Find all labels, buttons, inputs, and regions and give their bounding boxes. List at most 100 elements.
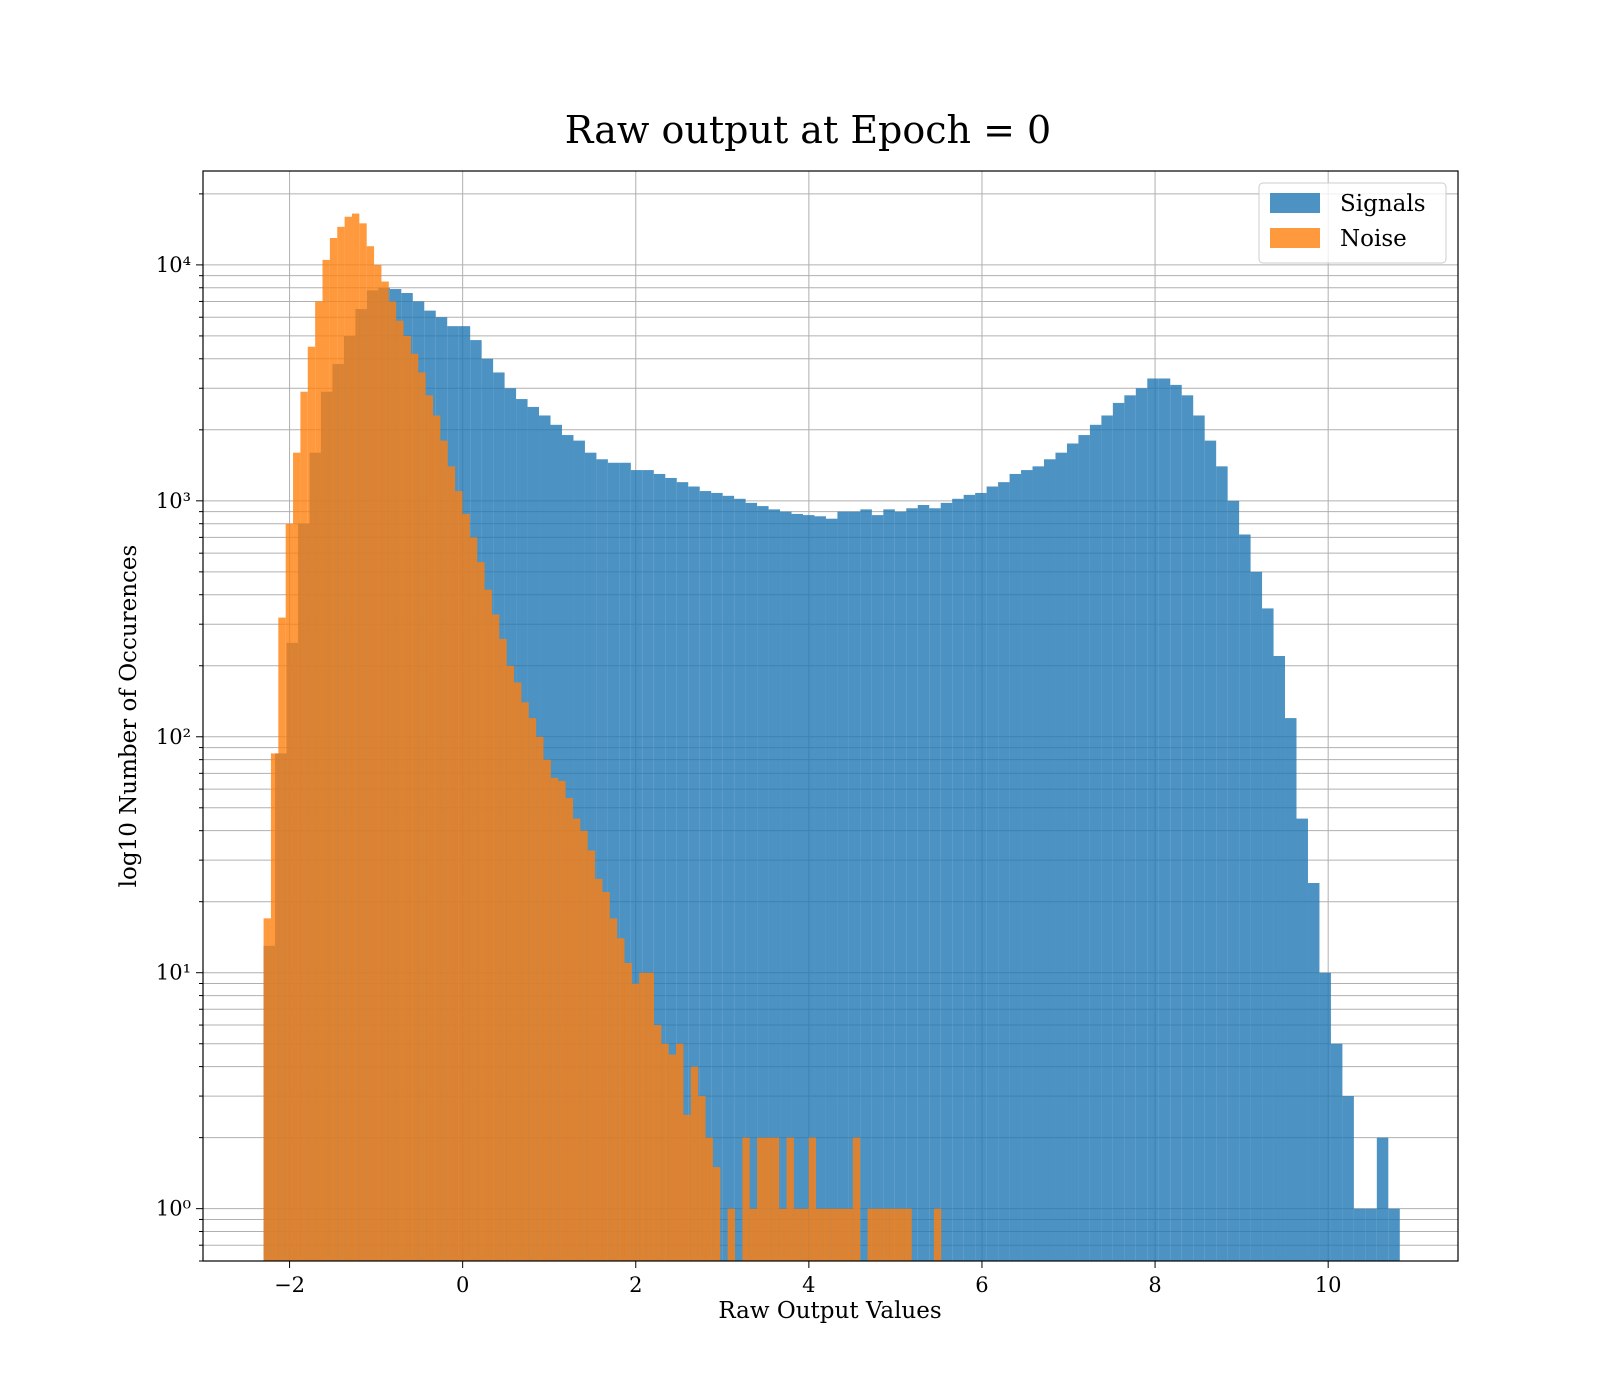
signals-bar: [1239, 534, 1251, 1261]
noise-bar: [462, 513, 470, 1261]
signals-bar: [1365, 1208, 1377, 1261]
x-tick-label: 10: [1315, 1273, 1342, 1297]
noise-bar: [359, 223, 367, 1261]
signals-bar: [1044, 459, 1056, 1261]
noise-bar: [440, 440, 448, 1261]
signals-bar: [940, 502, 953, 1261]
noise-bar: [477, 562, 485, 1261]
noise-bar: [757, 1137, 765, 1261]
noise-bar: [771, 1137, 780, 1261]
noise-bar: [617, 938, 625, 1261]
signals-bar: [1262, 608, 1274, 1261]
noise-bar: [285, 523, 294, 1261]
noise-bar: [514, 682, 522, 1261]
noise-bar: [580, 830, 588, 1261]
noise-bar: [602, 891, 610, 1261]
noise-bar: [550, 777, 559, 1261]
signals-bar: [1021, 470, 1033, 1262]
noise-bar: [300, 391, 308, 1261]
noise-bar: [263, 918, 271, 1261]
x-axis-ticks: −2 0 2 4 6 8 10: [274, 1261, 1342, 1297]
noise-bar: [683, 1114, 691, 1261]
noise-bar: [690, 1066, 699, 1261]
noise-bar: [499, 638, 507, 1261]
signals-bar: [1181, 395, 1194, 1261]
signals-bar: [1319, 972, 1331, 1261]
noise-bar: [727, 1208, 735, 1261]
signals-bar: [711, 492, 723, 1261]
noise-bar: [595, 878, 603, 1261]
noise-bar: [808, 1137, 817, 1261]
noise-bar: [572, 818, 581, 1261]
noise-bar: [403, 335, 411, 1262]
x-tick-label: 4: [802, 1273, 815, 1297]
y-axis-ticks: 10⁰ 10¹ 10² 10³ 10⁴: [156, 193, 203, 1262]
signals-bar: [722, 495, 735, 1262]
noise-bar: [874, 1208, 883, 1261]
noise-bar: [322, 259, 330, 1262]
noise-bar: [779, 1208, 787, 1261]
noise-bar: [845, 1208, 853, 1261]
noise-bar: [646, 972, 654, 1261]
x-tick-label: −2: [274, 1273, 305, 1297]
noise-bar: [565, 798, 573, 1261]
signals-bar: [860, 509, 872, 1261]
signals-bar: [1101, 415, 1113, 1261]
legend-swatch-noise: [1270, 228, 1320, 248]
noise-bar: [852, 1137, 861, 1261]
signals-bar: [630, 470, 643, 1262]
signals-bar: [917, 505, 930, 1262]
noise-bar: [388, 301, 397, 1262]
noise-bar: [270, 753, 279, 1261]
noise-bar: [882, 1208, 890, 1261]
signals-bar: [1376, 1137, 1389, 1261]
signals-bar: [1032, 466, 1045, 1261]
signals-bar: [1216, 466, 1228, 1261]
noise-bar: [491, 614, 500, 1261]
noise-bar: [698, 1096, 706, 1261]
signals-bar: [1124, 395, 1136, 1261]
noise-bar: [293, 452, 301, 1261]
signals-bar: [883, 509, 895, 1261]
signals-bar: [1147, 378, 1159, 1261]
noise-bar: [558, 780, 566, 1261]
noise-bar: [676, 1043, 684, 1261]
signals-bar: [676, 482, 689, 1261]
noise-series: [263, 213, 942, 1262]
noise-bar: [366, 246, 375, 1261]
signals-bar: [837, 511, 849, 1261]
signals-bar: [1170, 384, 1182, 1261]
signals-bar: [894, 511, 907, 1261]
y-axis-label: log10 Number of Occurences: [116, 545, 142, 888]
signals-bar: [734, 498, 746, 1261]
noise-bar: [749, 1208, 758, 1261]
signals-bar: [757, 506, 769, 1261]
noise-bar: [418, 372, 426, 1261]
signals-bar: [607, 462, 620, 1262]
noise-bar: [469, 537, 478, 1261]
noise-bar: [396, 320, 404, 1261]
signals-bar: [1089, 424, 1102, 1261]
signals-bar: [1342, 1096, 1354, 1261]
signals-bar: [1227, 500, 1240, 1261]
noise-bar: [432, 415, 441, 1261]
legend-swatch-signals: [1270, 193, 1320, 213]
signals-bar: [1273, 655, 1286, 1261]
noise-bar: [624, 962, 632, 1261]
y-tick-label: 10²: [156, 725, 191, 749]
noise-bar: [816, 1208, 824, 1261]
noise-bar: [587, 850, 596, 1261]
chart-title: Raw output at Epoch = 0: [565, 108, 1051, 152]
signals-bar: [1250, 571, 1263, 1261]
legend: Signals Noise: [1258, 182, 1447, 264]
noise-bar: [631, 983, 640, 1261]
noise-bar: [536, 736, 544, 1261]
noise-bar: [867, 1208, 875, 1261]
y-tick-label: 10⁰: [156, 1197, 191, 1221]
noise-bar: [447, 466, 456, 1261]
signals-bar: [952, 498, 964, 1261]
noise-bar: [528, 718, 537, 1261]
signals-bar: [1112, 402, 1125, 1262]
signals-bar: [1353, 1208, 1366, 1261]
noise-bar: [425, 395, 433, 1261]
